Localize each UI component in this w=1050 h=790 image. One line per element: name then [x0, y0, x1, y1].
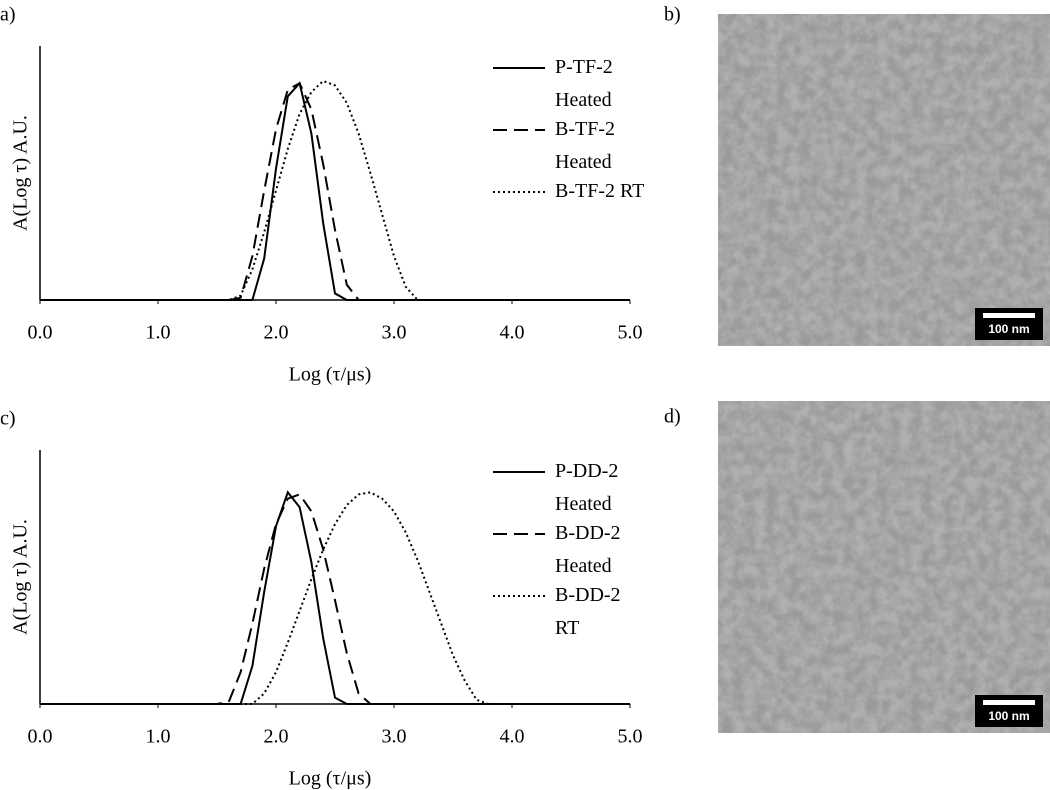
scale-bar-label: 100 nm [988, 322, 1029, 336]
panel-label: d) [664, 406, 681, 428]
panel-label: b) [664, 4, 681, 26]
legend-entry: B-DD-2 RT [555, 584, 621, 639]
x-axis-label: Log (τ/μs) [289, 364, 372, 386]
y-axis-label: A(Log τ) A.U. [10, 115, 32, 231]
x-axis-label: Log (τ/μs) [289, 768, 372, 790]
series-line [40, 493, 630, 705]
scale-bar [983, 700, 1035, 705]
x-tick-label: 5.0 [618, 726, 643, 748]
series-line [40, 81, 630, 301]
legend-entry: P-DD-2 Heated [555, 460, 619, 515]
legend-entry: B-TF-2 RT [555, 180, 645, 202]
x-tick-label: 4.0 [500, 726, 525, 748]
x-tick-label: 2.0 [264, 726, 289, 748]
x-tick-label: 3.0 [382, 726, 407, 748]
x-tick-label: 4.0 [500, 322, 525, 344]
x-tick-label: 1.0 [146, 322, 171, 344]
series-line [40, 491, 630, 705]
x-tick-label: 2.0 [264, 322, 289, 344]
scale-bar [983, 313, 1035, 318]
legend-entry: B-TF-2 Heated [555, 118, 615, 173]
x-tick-label: 3.0 [382, 322, 407, 344]
series-line [40, 81, 630, 301]
series-line [40, 490, 630, 705]
micrograph-texture [718, 14, 1050, 346]
scale-bar-label: 100 nm [988, 709, 1029, 723]
micrograph-texture [718, 401, 1050, 733]
legend-entry: P-TF-2 Heated [555, 56, 613, 111]
panel-label: c) [0, 408, 16, 430]
x-tick-label: 5.0 [618, 322, 643, 344]
x-tick-label: 1.0 [146, 726, 171, 748]
x-tick-label: 0.0 [28, 322, 53, 344]
y-axis-label: A(Log τ) A.U. [10, 519, 32, 635]
series-line [40, 79, 630, 301]
x-tick-label: 0.0 [28, 726, 53, 748]
panel-label: a) [0, 4, 16, 26]
legend-entry: B-DD-2 Heated [555, 522, 621, 577]
